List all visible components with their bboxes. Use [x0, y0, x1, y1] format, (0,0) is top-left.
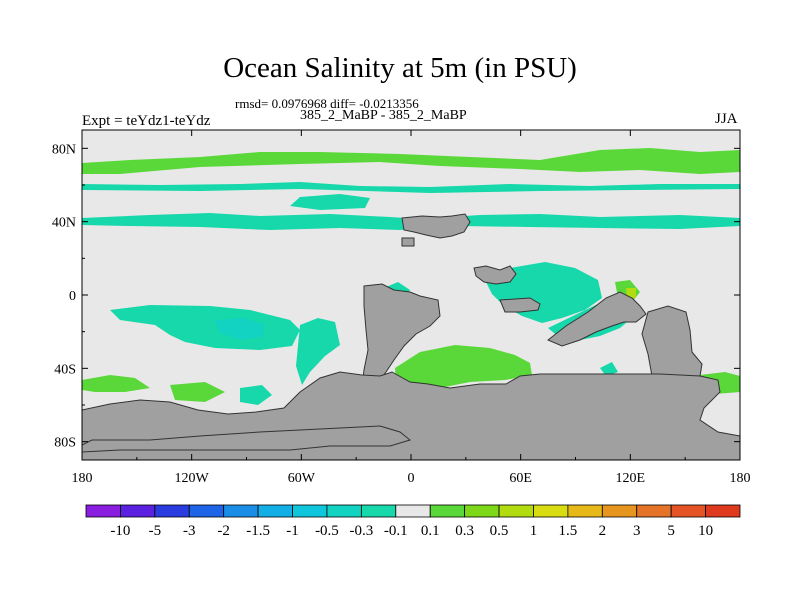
- colorbar-label: 10: [698, 523, 713, 539]
- colorbar-label: 2: [599, 523, 607, 539]
- colorbar-label: -10: [110, 523, 130, 539]
- colorbar-swatch: [292, 504, 328, 518]
- colorbar-label: 0.3: [455, 523, 474, 539]
- y-tick-label: 40S: [54, 362, 76, 377]
- colorbar-label: -0.5: [315, 523, 339, 539]
- colorbar-label: 1: [530, 523, 538, 539]
- land-asia-fragment: [401, 237, 415, 247]
- x-tick-label: 0: [408, 471, 415, 486]
- colorbar-swatch: [464, 504, 500, 518]
- colorbar-swatch: [429, 504, 466, 518]
- colorbar-label: -3: [183, 523, 196, 539]
- colorbar-swatch: [85, 504, 121, 518]
- colorbar-label: 5: [667, 523, 675, 539]
- land-masses: [82, 213, 740, 460]
- colorbar-label: -0.3: [349, 523, 373, 539]
- west-australia-peak: [626, 288, 636, 298]
- x-tick-label: 180: [72, 471, 93, 486]
- southern-positive-b: [170, 382, 225, 402]
- colorbar-label: 0.1: [421, 523, 440, 539]
- stats-text: rmsd= 0.0976968 diff= -0.0213356: [235, 96, 419, 111]
- colorbar-label: -1.5: [246, 523, 270, 539]
- midlat-negative-patch: [290, 194, 370, 210]
- map-field: [82, 130, 740, 460]
- colorbar-swatch: [326, 504, 362, 518]
- x-tick-label: 120E: [616, 471, 646, 486]
- land-asia-north: [401, 213, 471, 239]
- colorbar-label: -0.1: [384, 523, 408, 539]
- land-antarctica: [82, 371, 740, 460]
- colorbar-swatch: [257, 504, 293, 518]
- colorbar-swatch: [567, 504, 603, 518]
- colorbar-swatch: [498, 504, 534, 518]
- colorbar-swatch: [223, 504, 259, 518]
- colorbar-swatch: [395, 504, 431, 518]
- arctic-salinity-band: [82, 148, 740, 174]
- season-label: JJA: [715, 111, 738, 127]
- colorbar-swatch: [360, 504, 397, 518]
- x-tick-label: 180: [730, 471, 751, 486]
- x-tick-label: 120W: [175, 471, 210, 486]
- chart-title: Ocean Salinity at 5m (in PSU): [223, 52, 577, 84]
- colorbar-swatch: [670, 504, 706, 518]
- colorbar-swatch: [705, 504, 741, 518]
- colorbar: -10 -5 -3 -2 -1.5 -1 -0.5 -0.3 -0.1 0.1 0.3 0.5 1 1.5…: [85, 504, 741, 539]
- y-tick-label: 0: [69, 289, 76, 304]
- colorbar-label: -5: [149, 523, 162, 539]
- x-tick-label: 60E: [509, 471, 532, 486]
- arctic-negative-strip: [82, 182, 740, 193]
- land-africa-north: [473, 265, 517, 285]
- colorbar-label: 3: [633, 523, 641, 539]
- colorbar-swatch: [533, 504, 569, 518]
- south-indian-positive: [395, 345, 532, 392]
- southern-negative-a: [240, 385, 272, 405]
- experiment-label: Expt = teYdz1-teYdz: [82, 113, 211, 129]
- colorbar-label: 0.5: [490, 523, 509, 539]
- land-south-america: [361, 283, 441, 397]
- y-tick-label: 80N: [52, 142, 76, 157]
- pacific-stronger-patch: [215, 318, 265, 340]
- pacific-negative-patch: [110, 305, 300, 350]
- colorbar-label: -2: [217, 523, 230, 539]
- colorbar-swatch: [120, 504, 156, 518]
- colorbar-label: -1: [286, 523, 299, 539]
- case-label: 385_2_MaBP - 385_2_MaBP: [300, 108, 467, 123]
- colorbar-swatch: [154, 504, 190, 518]
- colorbar-label: 1.5: [559, 523, 578, 539]
- land-maritime-continent: [547, 291, 647, 347]
- colorbar-swatch: [601, 504, 638, 518]
- southern-positive-a: [82, 375, 150, 392]
- land-africa-east: [499, 297, 541, 313]
- colorbar-swatch: [636, 504, 672, 518]
- axes: 180 120W 60W 0 60E 120E 180 80N 40N 0 40S 80S: [52, 130, 751, 486]
- east-pacific-negative: [296, 318, 340, 385]
- y-tick-label: 40N: [52, 216, 76, 231]
- southern-negative-b: [600, 362, 618, 376]
- y-tick-label: 80S: [54, 436, 76, 451]
- colorbar-swatch: [188, 504, 225, 518]
- x-tick-label: 60W: [288, 471, 316, 486]
